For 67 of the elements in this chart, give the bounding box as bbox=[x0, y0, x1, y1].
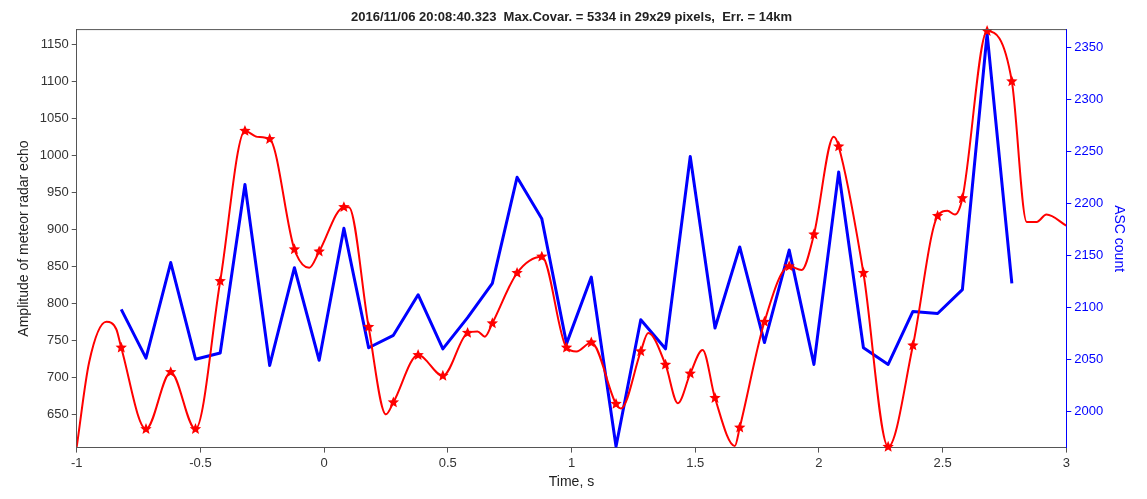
point bbox=[808, 228, 820, 240]
point bbox=[907, 339, 919, 351]
y-tick-label: 650 bbox=[47, 405, 69, 421]
y2-tick-label: 2350 bbox=[1074, 38, 1104, 54]
y2-tick-label: 2200 bbox=[1074, 194, 1104, 210]
y2-tick-label: 2050 bbox=[1074, 350, 1104, 366]
x-tick-label: 2 bbox=[815, 454, 823, 470]
y-tick-label: 750 bbox=[47, 331, 69, 347]
chart-title: 2016/11/06 20:08:40.323 Max.Covar. = 5334 in 29x29 pixels, Err. = 14km bbox=[351, 9, 792, 25]
point bbox=[585, 336, 597, 348]
point bbox=[362, 321, 375, 332]
y-tick-label: 1100 bbox=[40, 72, 69, 88]
y-tick-label: 700 bbox=[47, 368, 69, 384]
point bbox=[412, 349, 424, 360]
x-tick-label: 1.5 bbox=[686, 454, 705, 470]
point bbox=[659, 358, 672, 370]
point bbox=[189, 423, 202, 434]
point bbox=[511, 267, 523, 278]
x-axis-title: Time, s bbox=[548, 473, 595, 490]
point bbox=[387, 396, 400, 408]
point bbox=[857, 267, 870, 278]
y2-tick-label: 2250 bbox=[1074, 142, 1104, 158]
point bbox=[758, 315, 771, 327]
point bbox=[140, 423, 152, 434]
y-tick-label: 900 bbox=[47, 220, 69, 236]
point bbox=[461, 326, 474, 338]
y-tick-label: 1150 bbox=[40, 35, 69, 51]
y2-tick-label: 2150 bbox=[1074, 246, 1104, 262]
point bbox=[635, 345, 647, 357]
y2-tick-label: 2000 bbox=[1074, 402, 1104, 418]
point bbox=[560, 341, 573, 353]
x-tick-label: 0.5 bbox=[438, 454, 457, 470]
point bbox=[536, 250, 548, 262]
point bbox=[214, 275, 226, 286]
point bbox=[610, 397, 622, 409]
y-tick-label: 850 bbox=[47, 257, 69, 273]
point bbox=[709, 392, 721, 403]
point bbox=[486, 317, 499, 329]
point bbox=[437, 369, 449, 381]
point bbox=[783, 260, 795, 272]
y2-tick-label: 2100 bbox=[1074, 298, 1104, 314]
point bbox=[1006, 75, 1018, 87]
x-tick-label: 0 bbox=[320, 454, 328, 470]
y2-axis-title: ASC count bbox=[1111, 205, 1128, 273]
x-tick-label: -1 bbox=[70, 454, 83, 470]
x-tick-label: 3 bbox=[1062, 454, 1070, 470]
point bbox=[882, 440, 894, 452]
x-tick-label: -0.5 bbox=[189, 454, 212, 470]
point bbox=[115, 341, 127, 353]
point bbox=[288, 243, 301, 255]
y2-tick-label: 2300 bbox=[1074, 90, 1104, 106]
y-tick-label: 950 bbox=[47, 183, 69, 199]
x-tick-label: 2.5 bbox=[933, 454, 952, 470]
point bbox=[338, 201, 350, 213]
y-axis-title: Amplitude of meteor radar echo bbox=[15, 140, 32, 337]
x-tick-label: 1 bbox=[567, 454, 576, 470]
point bbox=[931, 210, 944, 221]
point bbox=[239, 124, 251, 136]
point bbox=[684, 367, 696, 379]
point bbox=[165, 366, 177, 377]
point bbox=[956, 192, 969, 204]
y-tick-label: 1000 bbox=[39, 146, 69, 162]
point bbox=[734, 421, 746, 433]
y-tick-label: 800 bbox=[47, 294, 69, 310]
y-tick-label: 1050 bbox=[39, 109, 69, 125]
point bbox=[832, 140, 845, 152]
point bbox=[313, 245, 325, 257]
